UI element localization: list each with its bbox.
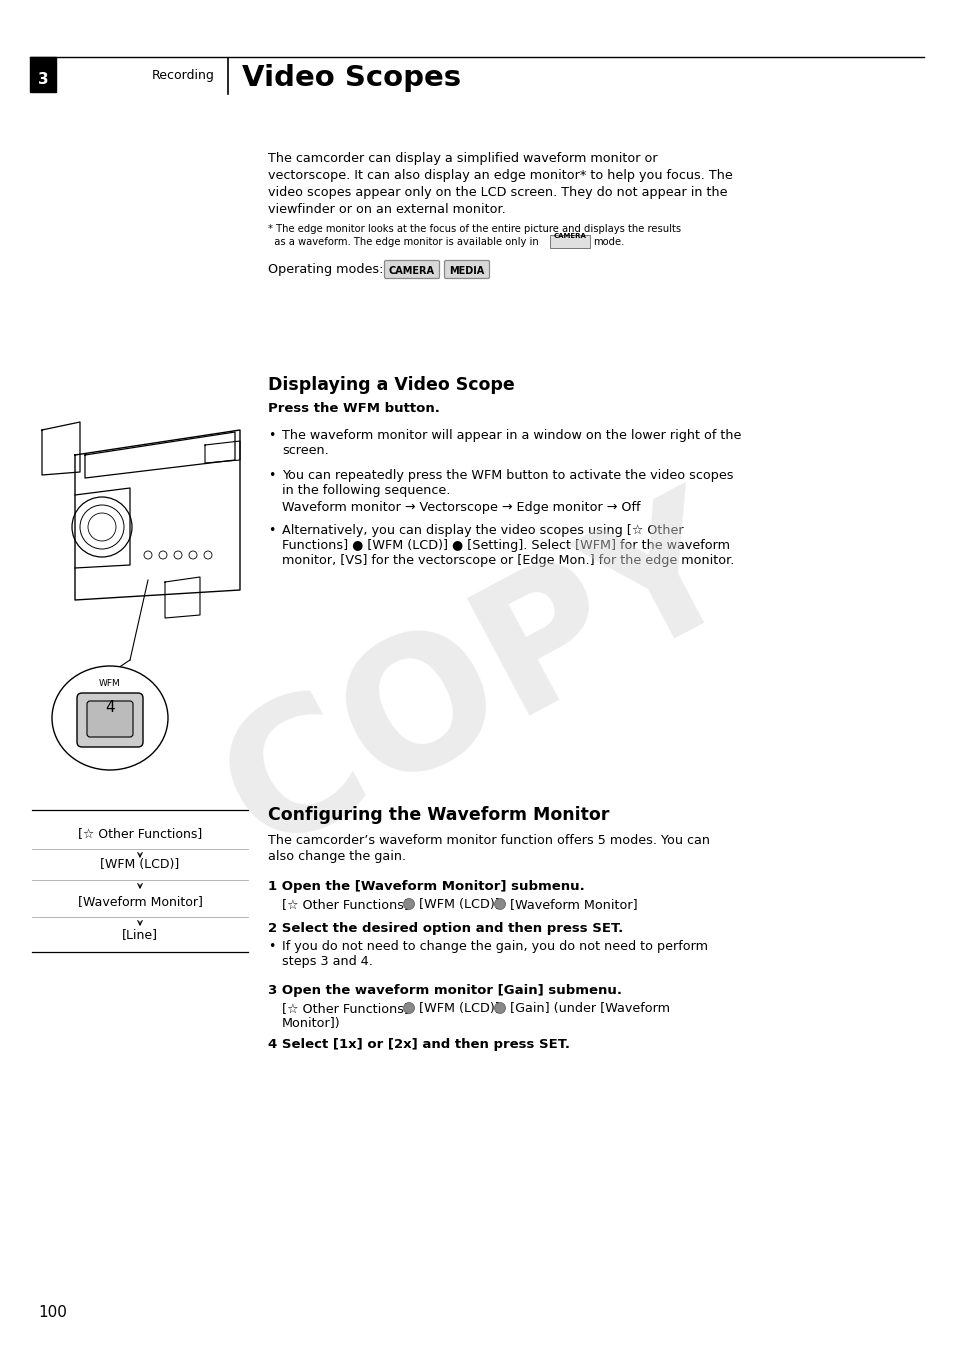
Text: Configuring the Waveform Monitor: Configuring the Waveform Monitor (268, 806, 609, 824)
Text: [Waveform Monitor]: [Waveform Monitor] (510, 898, 637, 911)
Circle shape (403, 899, 414, 910)
Text: If you do not need to change the gain, you do not need to perform: If you do not need to change the gain, y… (282, 940, 707, 953)
Text: 4 Select [1x] or [2x] and then press SET.: 4 Select [1x] or [2x] and then press SET… (268, 1038, 569, 1051)
Text: •: • (268, 429, 275, 442)
Text: Video Scopes: Video Scopes (242, 63, 460, 92)
Text: 3 Open the waveform monitor [Gain] submenu.: 3 Open the waveform monitor [Gain] subme… (268, 984, 621, 998)
Ellipse shape (52, 666, 168, 770)
FancyBboxPatch shape (550, 235, 589, 248)
Text: [☆ Other Functions]: [☆ Other Functions] (282, 1002, 409, 1015)
Text: The waveform monitor will appear in a window on the lower right of the: The waveform monitor will appear in a wi… (282, 429, 740, 442)
Text: [WFM (LCD)]: [WFM (LCD)] (100, 857, 179, 871)
FancyBboxPatch shape (444, 260, 489, 279)
Text: 1 Open the [Waveform Monitor] submenu.: 1 Open the [Waveform Monitor] submenu. (268, 880, 584, 892)
Text: 100: 100 (38, 1305, 67, 1320)
Text: COPY: COPY (196, 473, 763, 887)
Text: 2 Select the desired option and then press SET.: 2 Select the desired option and then pre… (268, 922, 622, 936)
Text: [Gain] (under [Waveform: [Gain] (under [Waveform (510, 1002, 669, 1015)
Text: video scopes appear only on the LCD screen. They do not appear in the: video scopes appear only on the LCD scre… (268, 186, 727, 200)
Text: 4: 4 (105, 701, 114, 716)
Text: WFM: WFM (99, 679, 121, 689)
FancyBboxPatch shape (77, 693, 143, 747)
Text: Press the WFM button.: Press the WFM button. (268, 402, 439, 415)
Text: CAMERA: CAMERA (553, 233, 586, 239)
Text: [☆ Other Functions]: [☆ Other Functions] (78, 828, 202, 840)
Circle shape (494, 899, 505, 910)
Text: mode.: mode. (593, 237, 623, 247)
Text: •: • (268, 524, 275, 537)
Text: Monitor]): Monitor]) (282, 1016, 340, 1030)
Circle shape (403, 1003, 414, 1014)
Text: Recording: Recording (152, 70, 214, 82)
Text: Alternatively, you can display the video scopes using [☆ Other: Alternatively, you can display the video… (282, 524, 683, 537)
FancyBboxPatch shape (384, 260, 439, 279)
Text: Functions] ● [WFM (LCD)] ● [Setting]. Select [WFM] for the waveform: Functions] ● [WFM (LCD)] ● [Setting]. Se… (282, 539, 729, 551)
Text: steps 3 and 4.: steps 3 and 4. (282, 954, 373, 968)
Text: CAMERA: CAMERA (389, 266, 435, 276)
Text: viewfinder or on an external monitor.: viewfinder or on an external monitor. (268, 204, 505, 216)
Bar (30, 57, 56, 92)
Text: Waveform monitor → Vectorscope → Edge monitor → Off: Waveform monitor → Vectorscope → Edge mo… (282, 501, 639, 514)
Text: MEDIA: MEDIA (449, 266, 484, 276)
Text: The camcorder’s waveform monitor function offers 5 modes. You can: The camcorder’s waveform monitor functio… (268, 834, 709, 847)
Text: [Waveform Monitor]: [Waveform Monitor] (77, 895, 202, 909)
Text: screen.: screen. (282, 443, 329, 457)
Text: [WFM (LCD)]: [WFM (LCD)] (418, 1002, 499, 1015)
Circle shape (494, 1003, 505, 1014)
Text: as a waveform. The edge monitor is available only in: as a waveform. The edge monitor is avail… (268, 237, 538, 247)
Text: 3: 3 (38, 73, 49, 88)
Text: Displaying a Video Scope: Displaying a Video Scope (268, 376, 515, 394)
Text: [Line]: [Line] (122, 927, 158, 941)
Text: monitor, [VS] for the vectorscope or [Edge Mon.] for the edge monitor.: monitor, [VS] for the vectorscope or [Ed… (282, 554, 734, 568)
Text: •: • (268, 940, 275, 953)
Text: vectorscope. It can also display an edge monitor* to help you focus. The: vectorscope. It can also display an edge… (268, 168, 732, 182)
FancyBboxPatch shape (87, 701, 132, 737)
Text: The camcorder can display a simplified waveform monitor or: The camcorder can display a simplified w… (268, 152, 657, 164)
Text: •: • (268, 469, 275, 483)
Text: in the following sequence.: in the following sequence. (282, 484, 450, 497)
Text: [☆ Other Functions]: [☆ Other Functions] (282, 898, 409, 911)
Text: You can repeatedly press the WFM button to activate the video scopes: You can repeatedly press the WFM button … (282, 469, 733, 483)
Text: * The edge monitor looks at the focus of the entire picture and displays the res: * The edge monitor looks at the focus of… (268, 224, 680, 235)
Text: Operating modes:: Operating modes: (268, 263, 383, 276)
Text: [WFM (LCD)]: [WFM (LCD)] (418, 898, 499, 911)
Text: also change the gain.: also change the gain. (268, 851, 406, 863)
